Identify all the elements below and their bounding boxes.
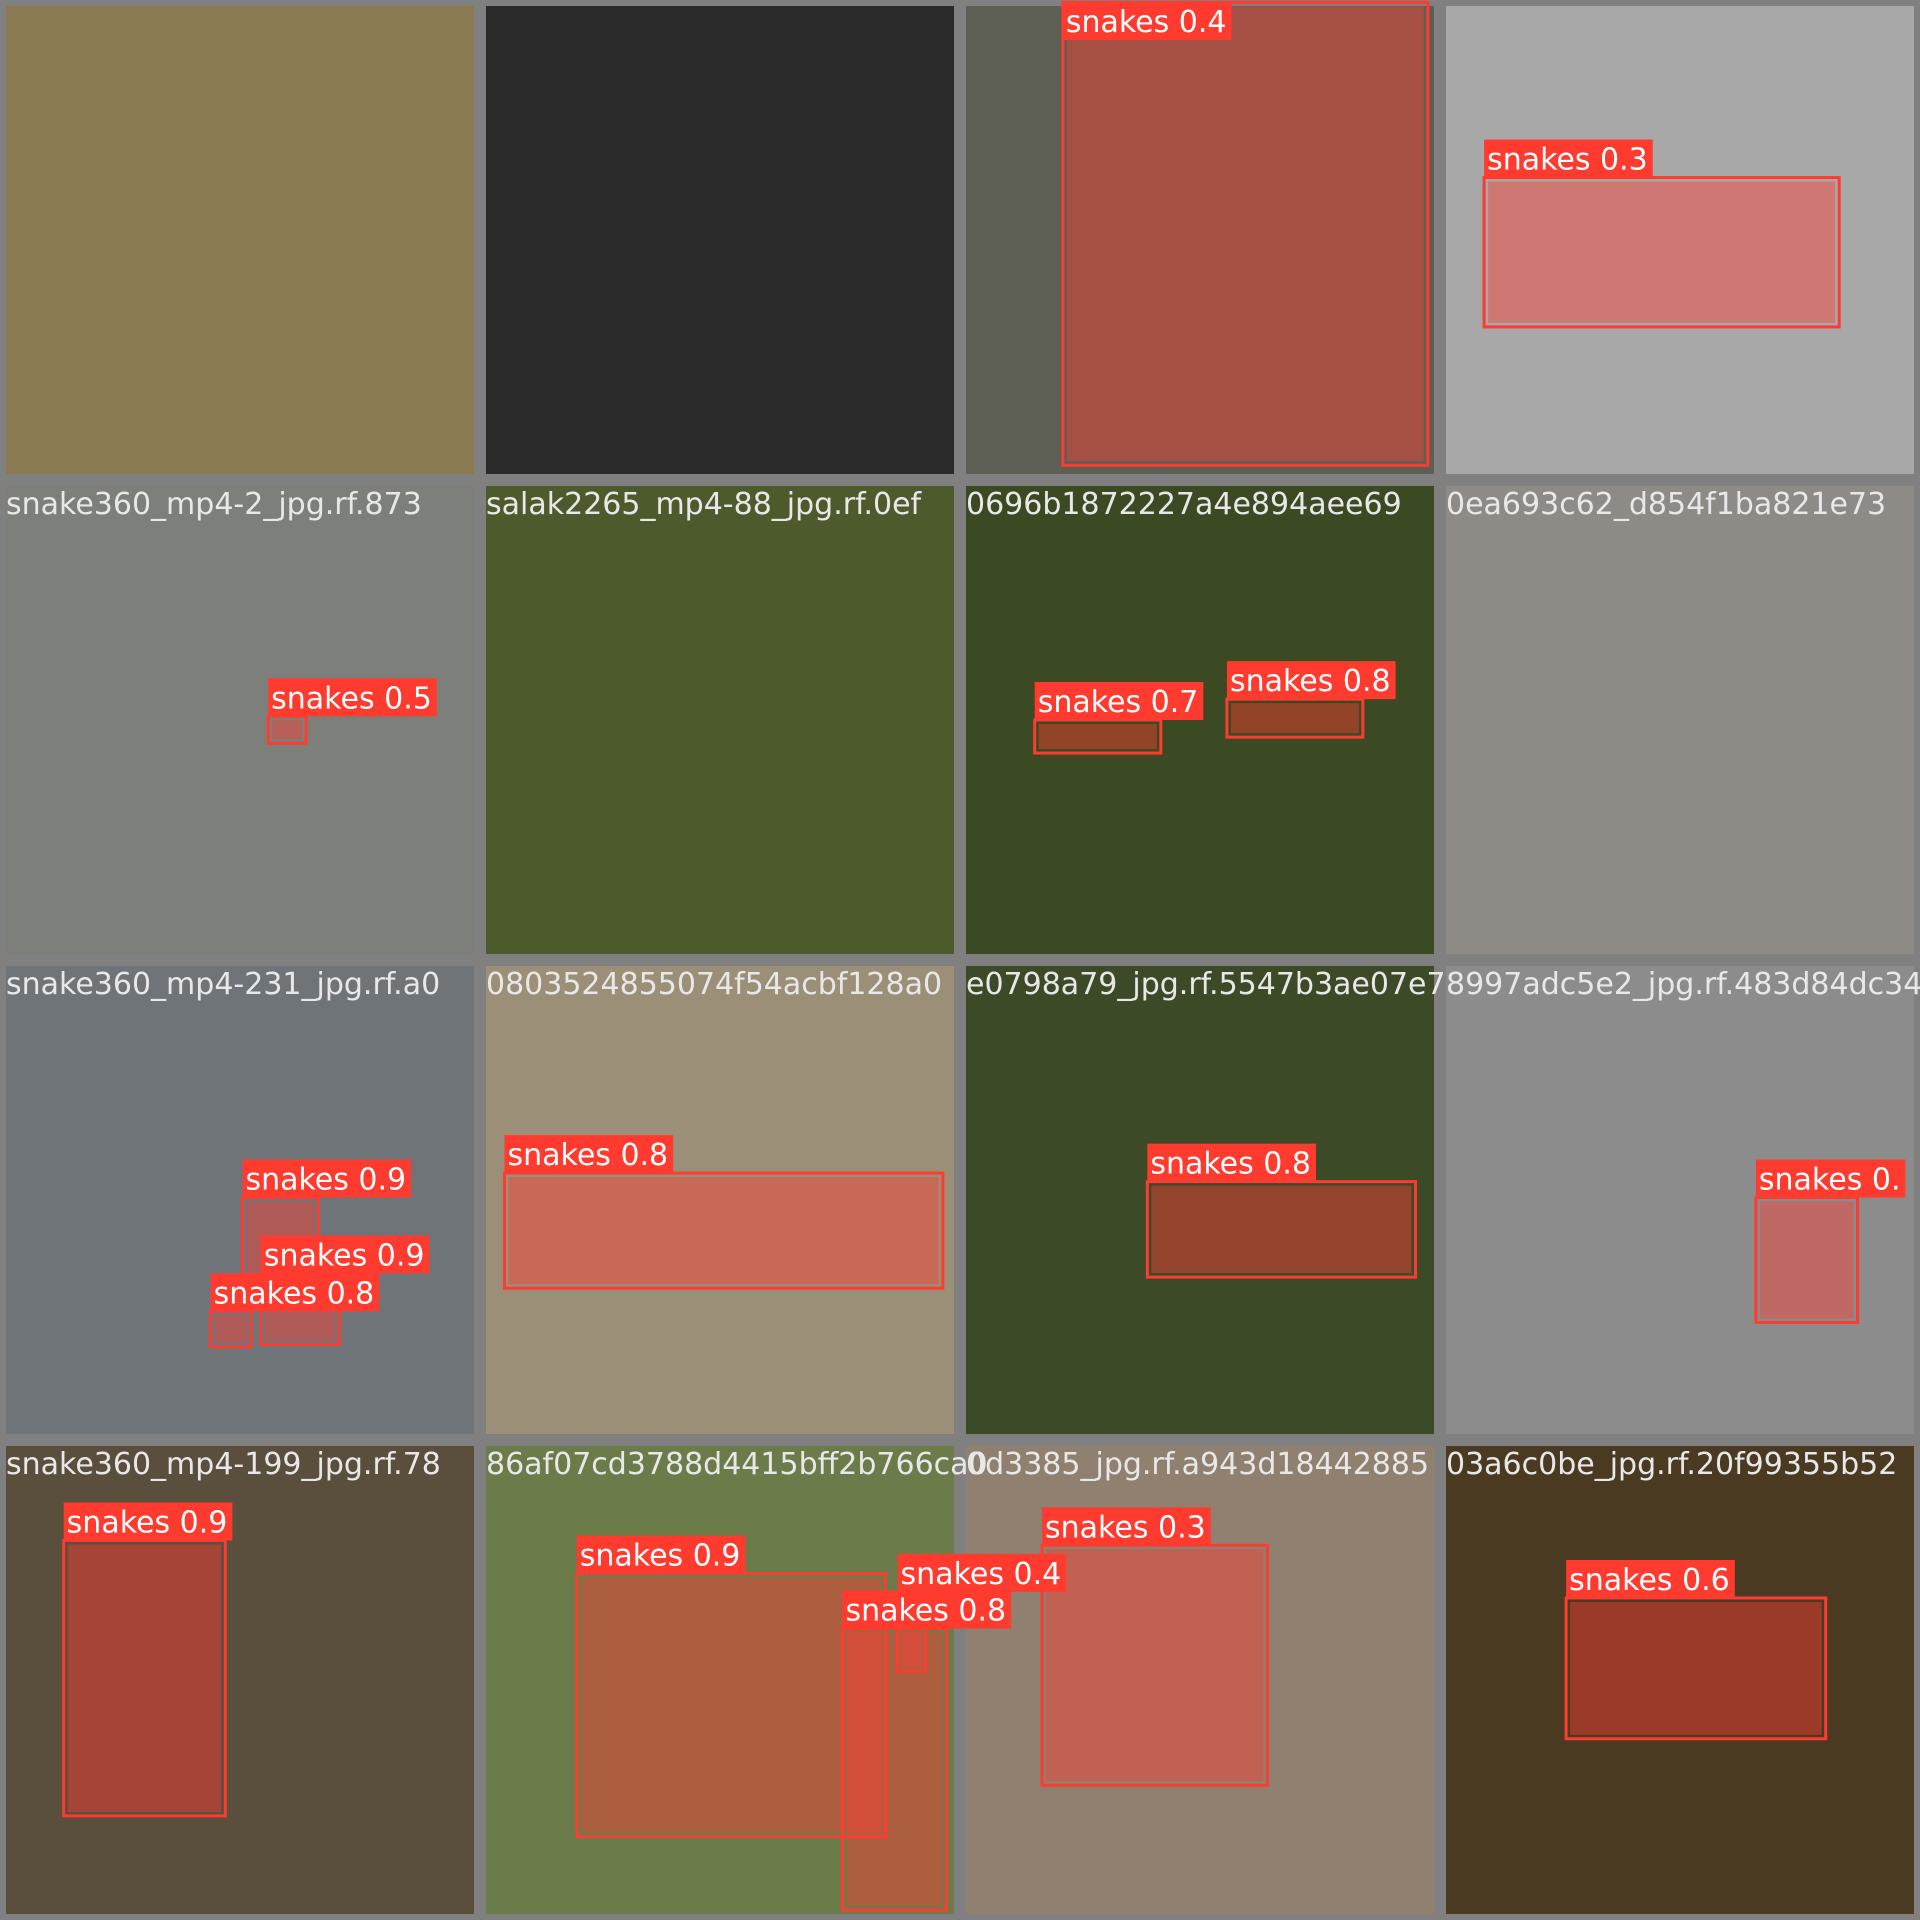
detection-label: snakes 0.4 [897, 1553, 1067, 1592]
label-background [897, 1553, 1067, 1592]
label-background [1755, 1159, 1906, 1198]
label-text: snakes 0.5 [271, 681, 432, 716]
label-text: snakes 0.6 [1569, 1563, 1730, 1598]
label-background [1226, 661, 1396, 700]
detection-label: snakes 0.9 [242, 1159, 412, 1198]
label-background [63, 1502, 233, 1541]
tile-image [1446, 6, 1914, 474]
tile-image [6, 966, 474, 1434]
label-background [842, 1590, 1012, 1629]
filename: 86af07cd3788d4415bff2b766ca0 [486, 1447, 988, 1482]
label-background [268, 678, 437, 717]
detection-label: snakes 0. [1755, 1159, 1906, 1198]
label-background [260, 1235, 430, 1274]
filename: 03a6c0be_jpg.rf.20f99355b52 [1446, 1447, 1897, 1482]
snake-mask [1066, 6, 1424, 462]
snake-mask [1570, 1601, 1822, 1735]
label-text: snakes 0.8 [507, 1138, 668, 1173]
filename: 0ea693c62_d854f1ba821e73 [1446, 487, 1886, 522]
tile-image [486, 966, 954, 1434]
snake-mask [1046, 1549, 1264, 1782]
tile-image [1446, 966, 1914, 1434]
label-text: snakes 0.8 [1150, 1147, 1311, 1182]
label-text: snakes 0.9 [245, 1163, 406, 1198]
snake-mask [580, 1577, 882, 1833]
detection-label: snakes 0.9 [260, 1235, 430, 1274]
snake-mask [846, 1632, 943, 1907]
detection-label: snakes 0.8 [504, 1135, 674, 1174]
filename: salak2265_mp4-88_jpg.rf.0ef [486, 487, 923, 522]
label-background [576, 1535, 746, 1574]
snake-mask [1230, 703, 1359, 734]
tile-image [486, 486, 954, 954]
filename: snake360_mp4-2_jpg.rf.873 [6, 487, 422, 522]
label-text: snakes 0.8 [845, 1594, 1006, 1629]
detection-label: snakes 0.8 [842, 1590, 1012, 1629]
label-text: snakes 0.4 [1066, 5, 1227, 40]
tile-image [1446, 486, 1914, 954]
label-text: snakes 0.8 [1230, 664, 1391, 699]
label-text: snakes 0.4 [901, 1557, 1062, 1592]
label-background [1147, 1143, 1317, 1182]
label-background [210, 1273, 380, 1312]
label-background [1062, 2, 1232, 40]
snake-mask [1038, 724, 1157, 750]
label-text: snakes 0.9 [264, 1238, 425, 1273]
snake-mask [1759, 1201, 1854, 1319]
detection-label: snakes 0.7 [1034, 682, 1204, 720]
label-text: snakes 0.8 [214, 1276, 375, 1311]
tile-image [966, 966, 1434, 1434]
label-text: snakes 0.9 [67, 1505, 228, 1540]
tile-image [486, 6, 954, 474]
detection-label: snakes 0.9 [576, 1535, 746, 1574]
label-text: snakes 0.9 [580, 1538, 741, 1573]
detection-box [1061, 0, 1430, 467]
filename: 0d3385_jpg.rf.a943d18442885 [966, 1447, 1429, 1482]
tile-image [1446, 1446, 1914, 1914]
label-background [1566, 1559, 1735, 1598]
detection-label: snakes 0.8 [1147, 1143, 1317, 1182]
filename: 0803524855074f54acbf128a0 [486, 967, 942, 1002]
tile-image [6, 486, 474, 954]
detection-label: snakes 0.3 [1484, 139, 1653, 178]
filename: 8997adc5e2_jpg.rf.483d84dc349 [1446, 967, 1920, 1002]
label-text: snakes 0.3 [1487, 143, 1648, 178]
detection-label: snakes 0.5 [268, 678, 437, 717]
filename: 0696b1872227a4e894aee69 [966, 487, 1402, 522]
snake-mask [272, 720, 303, 740]
detection-box [502, 1171, 945, 1290]
filename: e0798a79_jpg.rf.5547b3ae07e7 [966, 967, 1446, 1002]
detection-box [1482, 176, 1841, 329]
detection-label: snakes 0.4 [1062, 2, 1232, 40]
snake-mask [1488, 181, 1836, 323]
snake-mask [67, 1544, 222, 1812]
filename: snake360_mp4-199_jpg.rf.78 [6, 1447, 441, 1482]
label-background [1484, 139, 1653, 178]
label-background [242, 1159, 412, 1198]
tile-image [966, 6, 1434, 474]
label-text: snakes 0.3 [1045, 1510, 1206, 1545]
label-background [1042, 1507, 1211, 1546]
label-background [1034, 682, 1204, 720]
snake-mask [1151, 1185, 1412, 1274]
snake-mask [214, 1315, 248, 1343]
detection-label: snakes 0.8 [210, 1273, 380, 1312]
detection-label: snakes 0.9 [63, 1502, 233, 1541]
label-text: snakes 0.7 [1038, 685, 1199, 720]
detection-label: snakes 0.8 [1226, 661, 1396, 700]
snake-mask [508, 1177, 939, 1285]
detection-label: snakes 0.6 [1566, 1559, 1735, 1598]
filename: snake360_mp4-231_jpg.rf.a0 [6, 967, 440, 1002]
label-text: snakes 0. [1759, 1163, 1901, 1198]
label-background [504, 1135, 674, 1174]
tile-image [6, 6, 474, 474]
detection-label: snakes 0.3 [1042, 1507, 1211, 1546]
